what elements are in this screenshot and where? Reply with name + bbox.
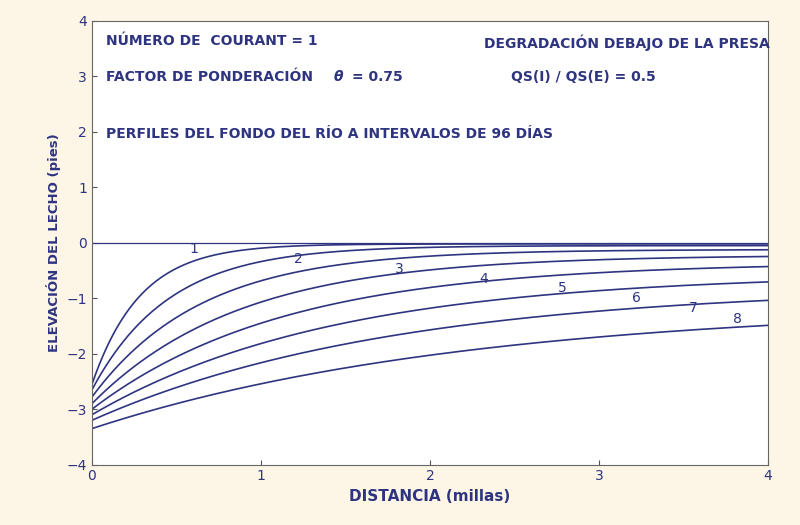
Text: PERFILES DEL FONDO DEL RÍO A INTERVALOS DE 96 DÍAS: PERFILES DEL FONDO DEL RÍO A INTERVALOS … [106, 128, 553, 141]
Y-axis label: ELEVACIÓN DEL LECHO (pies): ELEVACIÓN DEL LECHO (pies) [46, 133, 61, 352]
X-axis label: DISTANCIA (millas): DISTANCIA (millas) [350, 489, 510, 504]
Text: 7: 7 [690, 301, 698, 315]
Text: 5: 5 [558, 281, 566, 295]
Text: 4: 4 [480, 272, 489, 286]
Text: = 0.75: = 0.75 [352, 70, 403, 84]
Text: DEGRADACIÓN DEBAJO DE LA PRESA: DEGRADACIÓN DEBAJO DE LA PRESA [484, 34, 770, 51]
Text: 1: 1 [189, 243, 198, 257]
Text: 6: 6 [632, 291, 641, 305]
Text: 2: 2 [294, 253, 302, 267]
Text: FACTOR DE PONDERACIÓN: FACTOR DE PONDERACIÓN [106, 70, 318, 84]
Text: QS(I) / QS(E) = 0.5: QS(I) / QS(E) = 0.5 [511, 70, 656, 84]
Text: 8: 8 [733, 312, 742, 327]
Text: NÚMERO DE  COURANT = 1: NÚMERO DE COURANT = 1 [106, 34, 317, 48]
Text: θ: θ [334, 70, 343, 84]
Text: 3: 3 [395, 262, 404, 277]
